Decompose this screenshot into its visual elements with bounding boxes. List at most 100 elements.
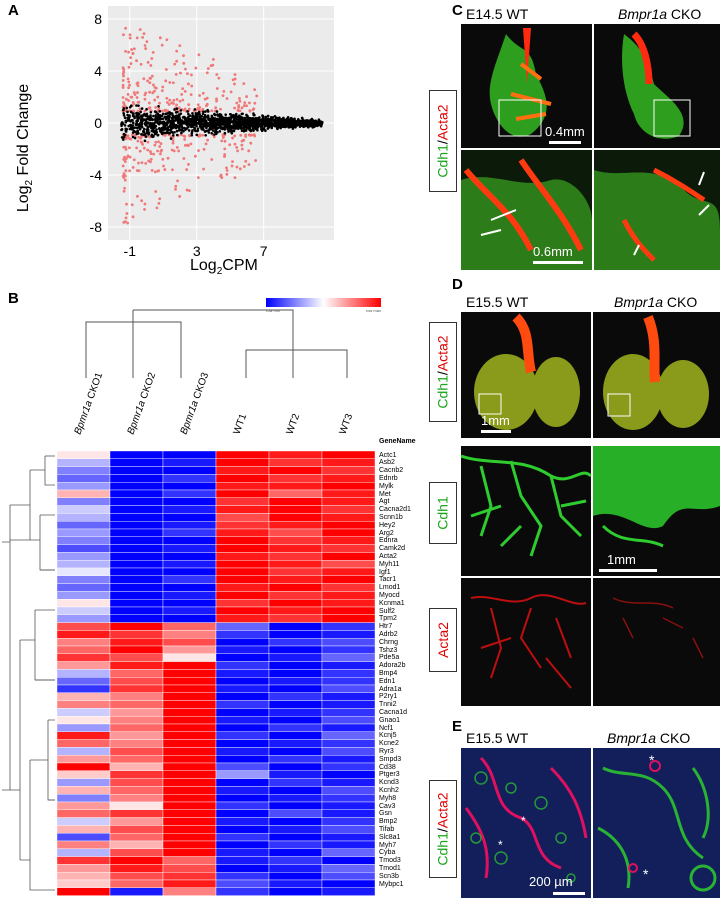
heatmap-cell <box>215 645 270 655</box>
ma-point-sig <box>165 96 169 100</box>
heatmap-cell <box>109 840 164 850</box>
asterisk-wt-1: * <box>521 814 526 828</box>
ma-point <box>174 126 178 130</box>
ma-point-sig <box>248 109 252 113</box>
ma-point-sig <box>206 67 210 70</box>
ma-point-sig <box>210 158 214 161</box>
asterisk-cko-2: * <box>643 866 649 882</box>
heatmap-cell <box>109 614 164 623</box>
ma-point-sig <box>187 163 190 166</box>
ma-point <box>246 126 250 130</box>
heatmap-cell <box>109 599 164 608</box>
heatmap-cell <box>215 692 270 701</box>
heatmap-cell <box>321 723 376 733</box>
heatmap-cell <box>321 809 376 818</box>
ma-point <box>293 121 297 125</box>
heatmap-cell <box>268 638 323 647</box>
ma-point <box>126 113 129 117</box>
ma-point-sig <box>136 100 140 104</box>
heatmap-cell <box>109 521 164 530</box>
heatmap-cell <box>56 536 111 545</box>
ma-point-sig <box>135 96 139 99</box>
heatmap-cell <box>215 747 270 756</box>
ma-point-sig <box>148 90 152 94</box>
scale-bar-e <box>553 892 585 895</box>
heatmap-cell <box>215 583 270 592</box>
ma-point-sig <box>129 62 133 65</box>
heatmap-cell <box>321 856 376 865</box>
ma-point-sig <box>135 59 138 63</box>
heatmap-cell <box>162 864 217 873</box>
ma-point-sig <box>132 158 136 162</box>
ma-point-sig <box>214 106 218 110</box>
ma-point-sig <box>129 137 133 141</box>
heatmap-cell <box>215 801 270 811</box>
ma-point-sig <box>197 53 201 57</box>
ma-point-sig <box>172 149 176 153</box>
ma-point-sig <box>128 83 131 87</box>
heatmap-cell <box>215 474 270 483</box>
ma-point <box>274 116 278 120</box>
heatmap-cell <box>215 669 270 678</box>
ma-point <box>141 114 145 117</box>
heatmap-cell <box>268 692 323 701</box>
ma-point <box>218 130 222 133</box>
ma-point-sig <box>153 170 157 174</box>
ma-point <box>308 124 311 128</box>
ma-point-sig <box>185 188 189 192</box>
heatmap-cell <box>56 450 111 460</box>
heatmap-cell <box>162 825 217 834</box>
heatmap-cell <box>321 864 376 873</box>
heatmap-cell <box>162 653 217 662</box>
ma-point <box>161 112 165 116</box>
heatmap-cell <box>215 786 270 795</box>
heatmap-cell <box>109 762 164 772</box>
ma-ytick-label: -8 <box>90 219 103 235</box>
heatmap-cell <box>162 536 217 545</box>
heatmap-cell <box>268 755 323 764</box>
heatmap-cell <box>162 833 217 842</box>
ma-point-sig <box>139 140 143 144</box>
ma-point-sig <box>139 62 143 66</box>
panel-d-stain-label: Cdh1/Acta2 <box>429 322 457 422</box>
heatmap-cell <box>321 700 376 709</box>
ma-point <box>210 124 214 127</box>
ma-point-sig <box>235 101 239 105</box>
ma-point-sig <box>187 103 191 107</box>
ma-point <box>255 117 258 121</box>
ma-point <box>223 121 227 125</box>
panel-d-cko-acta2 <box>593 578 720 706</box>
panel-c-wt-zoom: 0.6mm <box>461 150 592 270</box>
heatmap-cell <box>162 708 217 717</box>
heatmap-cell <box>321 677 376 686</box>
ma-point <box>195 124 198 128</box>
ma-point <box>224 113 227 116</box>
ma-point <box>253 123 257 126</box>
heatmap-cell <box>162 817 217 826</box>
ma-point <box>313 123 316 127</box>
ma-point <box>205 115 208 119</box>
scale-bar-c-bottom <box>533 261 583 264</box>
ma-point <box>214 125 217 129</box>
ma-point <box>179 109 183 112</box>
heatmap-cell <box>109 770 164 779</box>
heatmap-cell <box>321 606 376 616</box>
ma-point <box>249 124 253 128</box>
ma-point-sig <box>228 143 232 147</box>
ma-point-sig <box>127 80 131 84</box>
ma-point-sig <box>240 106 244 110</box>
ma-point <box>120 121 124 125</box>
ma-point <box>315 121 318 124</box>
ma-point <box>230 127 233 130</box>
ma-point <box>152 122 155 126</box>
ma-point <box>191 112 194 115</box>
ma-point <box>310 118 314 121</box>
heatmap-cell <box>268 848 323 857</box>
ma-point <box>235 123 239 127</box>
ma-point-sig <box>201 91 205 95</box>
heatmap-cell <box>268 716 323 725</box>
heatmap-cell <box>321 583 376 592</box>
heatmap-cell <box>109 825 164 834</box>
heatmap-cell <box>56 872 111 881</box>
heatmap-cell <box>109 583 164 592</box>
